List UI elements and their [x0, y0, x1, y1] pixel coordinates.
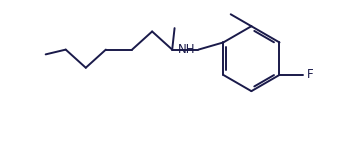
- Text: F: F: [307, 68, 313, 81]
- Text: NH: NH: [178, 43, 196, 56]
